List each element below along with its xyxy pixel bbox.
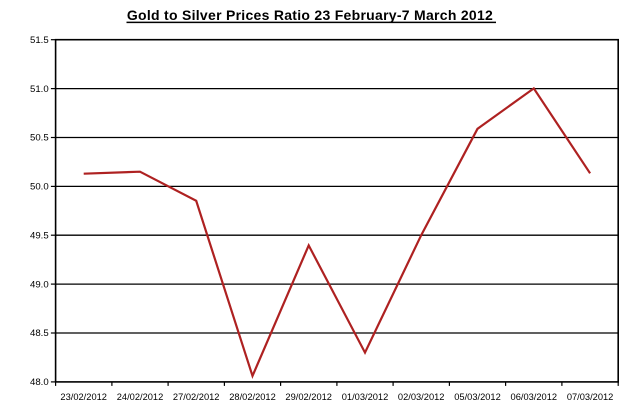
svg-text:06/03/2012: 06/03/2012 (511, 392, 558, 402)
svg-text:Gold to Silver Prices Ratio 23: Gold to Silver Prices Ratio 23 February-… (127, 7, 493, 23)
svg-text:49.0: 49.0 (30, 279, 49, 290)
svg-text:07/03/2012: 07/03/2012 (567, 392, 614, 402)
svg-text:28/02/2012: 28/02/2012 (229, 392, 276, 402)
svg-text:50.5: 50.5 (30, 133, 49, 144)
svg-text:05/03/2012: 05/03/2012 (454, 392, 501, 402)
svg-text:01/03/2012: 01/03/2012 (342, 392, 389, 402)
svg-text:29/02/2012: 29/02/2012 (285, 392, 332, 402)
svg-text:50.0: 50.0 (30, 182, 49, 193)
svg-text:27/02/2012: 27/02/2012 (173, 392, 220, 402)
svg-text:02/03/2012: 02/03/2012 (398, 392, 445, 402)
svg-text:49.5: 49.5 (30, 230, 49, 241)
svg-text:24/02/2012: 24/02/2012 (117, 392, 164, 402)
svg-text:51.0: 51.0 (30, 84, 49, 95)
svg-text:48.0: 48.0 (30, 377, 49, 388)
svg-text:23/02/2012: 23/02/2012 (60, 392, 107, 402)
svg-text:48.5: 48.5 (30, 328, 49, 339)
svg-text:51.5: 51.5 (30, 35, 49, 46)
